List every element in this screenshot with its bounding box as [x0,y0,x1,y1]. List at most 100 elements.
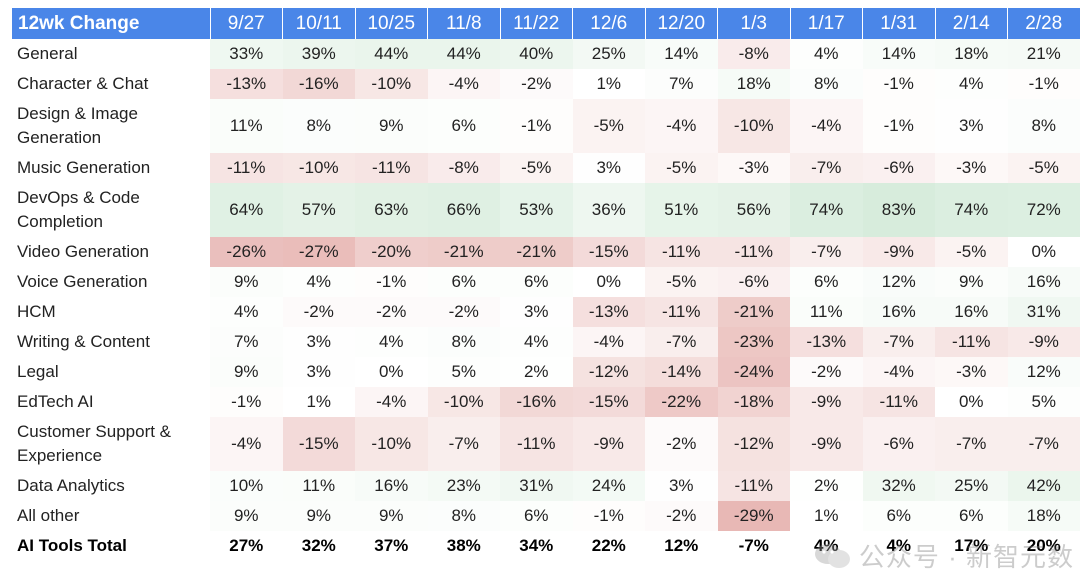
table-row: Music Generation -11% -10% -11% -8% -5% 3% -5% -… [12,153,1080,183]
heatmap-cell: 1% [282,387,355,417]
heatmap-cell: 3% [282,327,355,357]
heatmap-cell: 0% [572,267,645,297]
heatmap-cell: 0% [1007,237,1080,267]
heatmap-cell: 31% [1007,297,1080,327]
heatmap-cell: -7% [427,417,500,471]
heatmap-cell: -11% [645,237,718,267]
heatmap-cell: 31% [500,471,573,501]
heatmap-cell: 8% [282,99,355,153]
heatmap-cell: -7% [1007,417,1080,471]
heatmap-cell: 18% [717,69,790,99]
heatmap-cell: -11% [210,153,283,183]
column-header: 1/17 [790,8,863,39]
heatmap-cell: 27% [210,531,283,561]
heatmap-cell: -1% [572,501,645,531]
heatmap-cell: 39% [282,39,355,69]
heatmap-cell: 56% [717,183,790,237]
heatmap-cell: -6% [717,267,790,297]
heatmap-cell: 12% [1007,357,1080,387]
heatmap-cell: 57% [282,183,355,237]
table-row: All other 9% 9% 9% 8% 6% -1% -2% -29% 1% 6% 6% 18% [12,501,1080,531]
heatmap-cell: 42% [1007,471,1080,501]
heatmap-cell: 9% [210,357,283,387]
heatmap-cell: 3% [282,357,355,387]
heatmap-cell: 36% [572,183,645,237]
row-label: Customer Support & Experience [17,422,172,465]
heatmap-cell: -5% [645,267,718,297]
heatmap-cell: 6% [500,501,573,531]
heatmap-cell: 0% [355,357,428,387]
heatmap-cell: -11% [717,237,790,267]
heatmap-cell: -4% [862,357,935,387]
heatmap-cell: -11% [935,327,1008,357]
heatmap-cell: -5% [935,237,1008,267]
heatmap-cell: 44% [427,39,500,69]
heatmap-cell: -1% [210,387,283,417]
row-label: AI Tools Total [17,536,127,555]
heatmap-cell: 16% [355,471,428,501]
heatmap-cell: -11% [862,387,935,417]
heatmap-cell: -23% [717,327,790,357]
heatmap-cell: -11% [500,417,573,471]
column-header: 12/6 [572,8,646,39]
heatmap-cell: 0% [935,387,1008,417]
column-header: 11/8 [427,8,501,39]
heatmap-cell: -1% [500,99,573,153]
heatmap-cell: 38% [427,531,500,561]
heatmap-cell: 10% [210,471,283,501]
heatmap-cell: 83% [862,183,935,237]
heatmap-cell: 11% [282,471,355,501]
row-label: Video Generation [17,242,150,261]
table-row: HCM 4% -2% -2% -2% 3% -13% -11% -21% 11% 16% 16% 31% [12,297,1080,327]
heatmap-cell: -5% [1007,153,1080,183]
heatmap-cell: -16% [282,69,355,99]
heatmap-cell: 9% [935,267,1008,297]
heatmap-cell: 2% [500,357,573,387]
heatmap-cell: 3% [572,153,645,183]
heatmap-cell: 6% [935,501,1008,531]
heatmap-cell: -3% [935,357,1008,387]
table-body: General 33% 39% 44% 44% 40% 25% 14% -8% 4% 14% 18% 2… [12,39,1080,561]
heatmap-cell: 4% [210,297,283,327]
heatmap-cell: 37% [355,531,428,561]
heatmap-cell: -14% [645,357,718,387]
column-header: 10/11 [282,8,356,39]
heatmap-cell: 14% [645,39,718,69]
column-header: 9/27 [210,8,283,39]
heatmap-cell: 4% [790,531,863,561]
table-row: Writing & Content 7% 3% 4% 8% 4% -4% -7% -23% -13… [12,327,1080,357]
heatmap-cell: 8% [427,501,500,531]
heatmap-cell: -9% [1007,327,1080,357]
row-label: HCM [17,302,56,321]
heatmap-cell: -13% [210,69,283,99]
heatmap-cell: 21% [1007,39,1080,69]
heatmap-cell: -7% [645,327,718,357]
heatmap-cell: -6% [862,417,935,471]
heatmap-cell: 18% [935,39,1008,69]
heatmap-cell: 25% [935,471,1008,501]
heatmap-cell: -4% [355,387,428,417]
heatmap-cell: 3% [935,99,1008,153]
heatmap-cell: -10% [355,69,428,99]
table-row: Character & Chat -13% -16% -10% -4% -2% 1% 7% 18… [12,69,1080,99]
heatmap-cell: -2% [282,297,355,327]
heatmap-cell: 6% [500,267,573,297]
heatmap-cell: 16% [935,297,1008,327]
table-row: Data Analytics 10% 11% 16% 23% 31% 24% 3% -11% 2%… [12,471,1080,501]
heatmap-cell: -2% [790,357,863,387]
heatmap-cell: 5% [1007,387,1080,417]
heatmap-cell: 16% [862,297,935,327]
column-header: 1/31 [862,8,936,39]
row-label: Writing & Content [17,332,150,351]
row-label: Data Analytics [17,476,125,495]
heatmap-cell: 6% [790,267,863,297]
heatmap-cell: 53% [500,183,573,237]
heatmap-cell: 66% [427,183,500,237]
heatmap-cell: 9% [210,267,283,297]
column-header: 11/22 [500,8,573,39]
heatmap-cell: -9% [572,417,645,471]
heatmap-cell: 4% [935,69,1008,99]
heatmap-cell: 4% [862,531,935,561]
heatmap-cell: -10% [427,387,500,417]
heatmap-cell: -4% [645,99,718,153]
